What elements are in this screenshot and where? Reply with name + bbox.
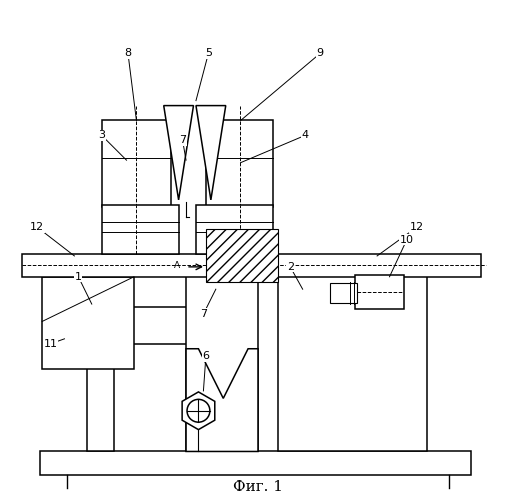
Polygon shape xyxy=(186,349,258,452)
Text: 12: 12 xyxy=(30,222,44,232)
Bar xyxy=(40,452,472,475)
Text: 7: 7 xyxy=(179,135,186,145)
Text: 7: 7 xyxy=(200,309,207,319)
Bar xyxy=(87,357,114,452)
Text: 1: 1 xyxy=(75,272,82,282)
Text: A: A xyxy=(174,261,180,270)
Bar xyxy=(330,283,357,302)
Text: 10: 10 xyxy=(400,235,414,245)
Bar xyxy=(196,205,273,254)
Bar xyxy=(355,275,405,309)
Polygon shape xyxy=(182,392,215,430)
Polygon shape xyxy=(196,106,225,200)
Bar xyxy=(206,229,278,282)
Bar xyxy=(102,120,171,207)
Bar xyxy=(57,306,191,344)
Text: 3: 3 xyxy=(98,130,105,140)
Text: 9: 9 xyxy=(316,48,324,58)
Bar xyxy=(206,120,273,207)
Bar xyxy=(278,263,427,452)
Text: 11: 11 xyxy=(43,339,58,349)
Bar xyxy=(186,268,258,452)
Text: 4: 4 xyxy=(301,130,309,140)
Text: 2: 2 xyxy=(287,262,294,272)
Text: Фиг. 1: Фиг. 1 xyxy=(233,480,283,494)
Polygon shape xyxy=(164,106,194,200)
Bar xyxy=(102,205,179,254)
Text: 8: 8 xyxy=(124,48,132,58)
Bar xyxy=(22,254,481,277)
Circle shape xyxy=(187,399,210,422)
Bar xyxy=(42,277,134,369)
Text: 5: 5 xyxy=(205,48,212,58)
Text: 6: 6 xyxy=(202,351,209,361)
Text: 12: 12 xyxy=(410,222,424,232)
